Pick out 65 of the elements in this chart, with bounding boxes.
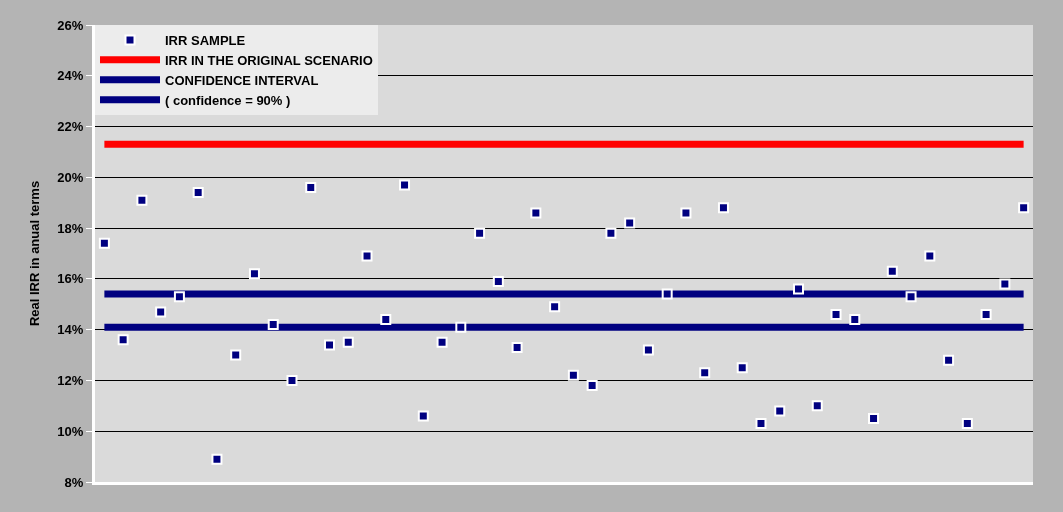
point — [530, 207, 542, 219]
y-axis-title: Real IRR in anual terms — [27, 180, 43, 327]
point — [980, 308, 992, 320]
point — [305, 181, 317, 193]
point — [230, 349, 242, 361]
point — [868, 413, 880, 425]
y-tick-label: 10% — [57, 423, 84, 439]
point — [155, 306, 167, 318]
point — [680, 207, 692, 219]
y-tick-label: 24% — [57, 68, 84, 84]
point — [549, 301, 561, 313]
point — [1018, 202, 1030, 214]
point — [511, 341, 523, 353]
point — [267, 319, 279, 331]
point — [173, 291, 185, 303]
point — [436, 336, 448, 348]
point — [699, 367, 711, 379]
y-tick-label: 16% — [57, 271, 84, 287]
point — [999, 278, 1011, 290]
point — [474, 227, 486, 239]
point — [755, 418, 767, 430]
legend-label: IRR SAMPLE — [165, 33, 246, 49]
y-tick-label: 14% — [57, 322, 84, 338]
point — [342, 336, 354, 348]
point — [943, 354, 955, 366]
legend-label: ( confidence = 90% ) — [165, 92, 291, 108]
point — [849, 314, 861, 326]
y-tick-label: 18% — [57, 220, 84, 236]
point — [417, 410, 429, 422]
legend-label: IRR IN THE ORIGINAL SCENARIO — [165, 52, 373, 68]
point — [642, 344, 654, 356]
point — [399, 179, 411, 191]
point — [830, 308, 842, 320]
point — [961, 418, 973, 430]
point — [586, 380, 598, 392]
y-tick-label: 20% — [57, 169, 84, 185]
point — [811, 400, 823, 412]
point — [924, 250, 936, 262]
point — [136, 194, 148, 206]
point — [117, 334, 129, 346]
point — [567, 369, 579, 381]
point — [624, 217, 636, 229]
point — [605, 227, 617, 239]
point — [736, 362, 748, 374]
legend-label: CONFIDENCE INTERVAL — [165, 72, 319, 88]
point — [905, 291, 917, 303]
point — [774, 405, 786, 417]
point — [286, 374, 298, 386]
point — [380, 314, 392, 326]
point — [324, 339, 335, 351]
point — [98, 237, 110, 249]
point — [793, 283, 804, 295]
point — [248, 268, 260, 280]
y-tick-label: 12% — [57, 372, 84, 388]
y-tick-label: 8% — [64, 474, 84, 490]
point — [361, 250, 373, 262]
y-tick-label: 22% — [57, 119, 84, 135]
point — [211, 453, 223, 465]
point — [717, 202, 729, 214]
point — [492, 275, 504, 287]
point — [886, 265, 898, 277]
point — [455, 321, 467, 333]
y-tick-label: 26% — [57, 17, 84, 33]
point — [192, 187, 204, 199]
point — [661, 288, 673, 300]
